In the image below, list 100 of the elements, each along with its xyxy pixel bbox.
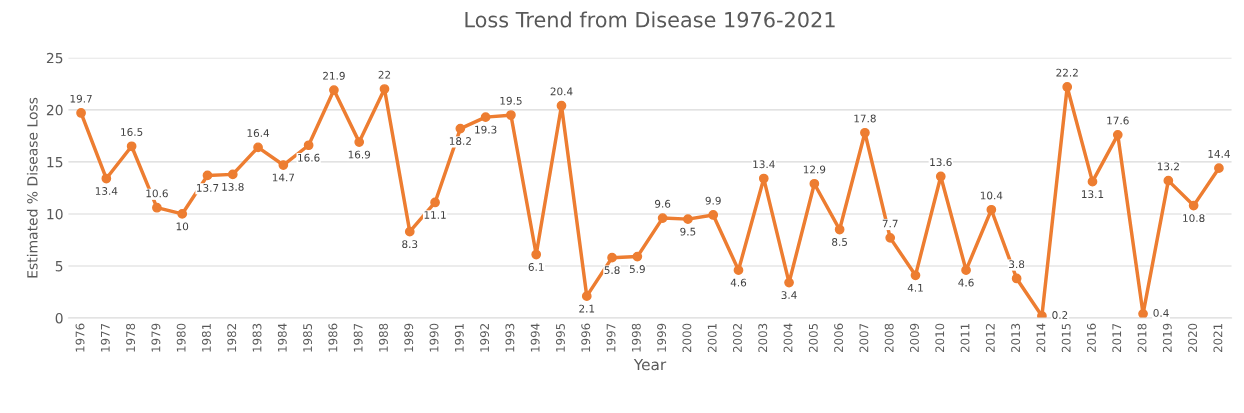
point (101, 173, 112, 184)
x-tick-label: 2006 (834, 323, 844, 353)
point (1112, 129, 1123, 140)
data-label: 6.1 (528, 263, 544, 271)
point (126, 141, 137, 152)
data-label: 4.6 (958, 278, 974, 287)
x-tick-label: 1981 (201, 323, 211, 352)
point (834, 224, 845, 235)
data-label: 0.2 (1052, 311, 1068, 319)
point (76, 108, 86, 118)
point (278, 160, 289, 170)
x-tick-label: 1977 (100, 323, 110, 352)
x-tick-label: 2005 (808, 323, 818, 353)
x-tick-label: 1991 (454, 323, 464, 352)
x-tick-label: 1984 (277, 323, 287, 352)
x-tick-label: 1997 (606, 323, 616, 352)
data-label: 11.1 (424, 211, 446, 219)
x-tick-label: 1994 (530, 323, 540, 352)
x-tick-label: 2010 (935, 323, 945, 353)
data-label: 19.5 (500, 96, 522, 105)
point (152, 202, 162, 213)
x-tick-label: 2004 (783, 323, 793, 353)
chart-title: Loss Trend from Disease 1976-2021 (465, 11, 835, 28)
x-axis-title: Year (633, 358, 667, 371)
x-tick-label: 1979 (151, 323, 161, 352)
x-tick-label: 2021 (1213, 323, 1223, 353)
point (885, 233, 896, 243)
x-tick-label: 2012 (985, 324, 995, 353)
x-tick-label: 1989 (404, 323, 414, 352)
data-label: 10.6 (146, 189, 168, 198)
x-tick-label: 2014 (1036, 323, 1046, 353)
x-tick-label: 1999 (657, 323, 667, 352)
point (708, 210, 719, 220)
x-tick-label: 1990 (429, 323, 439, 352)
data-label: 0.4 (1153, 308, 1169, 317)
data-label: 17.8 (854, 114, 876, 123)
data-label: 5.9 (629, 265, 645, 273)
data-label: 10.4 (980, 191, 1003, 200)
point (1138, 308, 1148, 319)
y-tick-label: 0 (55, 312, 63, 324)
point (683, 214, 693, 224)
point (1087, 176, 1098, 187)
data-label: 16.4 (247, 129, 270, 137)
point (556, 100, 567, 111)
x-tick-label: 1996 (581, 323, 591, 352)
point (860, 127, 870, 138)
data-label: 4.6 (730, 278, 747, 287)
data-label: 22 (378, 70, 391, 79)
x-tick-label: 1985 (303, 323, 313, 352)
point (935, 171, 946, 182)
y-axis-title: Estimated % Disease Loss (26, 97, 38, 278)
y-tick-label: 20 (46, 104, 63, 116)
x-tick-label: 2009 (909, 323, 919, 353)
data-label: 13.6 (930, 158, 952, 167)
x-tick-label: 2007 (859, 323, 869, 353)
data-label: 14.7 (272, 173, 295, 182)
data-label: 9.6 (655, 199, 671, 208)
data-label: 13.8 (222, 182, 244, 191)
point (632, 251, 643, 262)
point (1037, 311, 1047, 319)
x-tick-label: 2013 (1011, 323, 1021, 353)
point (202, 170, 213, 181)
point (506, 110, 516, 120)
data-label: 13.4 (753, 160, 775, 169)
data-label: 13.1 (1082, 190, 1104, 199)
x-tick-label: 2015 (1061, 323, 1071, 353)
data-label: 9.5 (680, 227, 696, 236)
y-tick-label: 15 (47, 157, 63, 168)
data-label: 16.6 (298, 153, 320, 162)
data-label: 3.4 (781, 291, 797, 300)
data-label: 5.8 (604, 266, 620, 275)
point (1163, 175, 1174, 186)
x-tick-label: 2017 (1112, 323, 1122, 353)
data-label: 10.8 (1183, 214, 1205, 222)
x-tick-label: 2016 (1086, 323, 1096, 353)
data-label: 16.9 (348, 150, 371, 159)
x-tick-label: 1980 (176, 323, 186, 352)
point (784, 277, 794, 288)
data-label: 12.9 (803, 165, 826, 174)
x-tick-label: 2001 (707, 323, 717, 353)
x-tick-label: 2000 (682, 323, 692, 353)
data-label: 17.6 (1107, 116, 1129, 125)
data-label: 7.7 (882, 219, 898, 228)
x-tick-label: 1983 (252, 323, 262, 352)
point (1011, 273, 1022, 284)
data-label: 4.1 (907, 283, 923, 292)
x-tick-label: 1992 (480, 324, 490, 352)
point (404, 226, 415, 237)
x-tick-label: 1995 (555, 323, 565, 352)
point (455, 123, 466, 134)
data-label: 13.4 (95, 187, 118, 195)
point (354, 137, 365, 147)
point (758, 173, 769, 184)
point (733, 265, 744, 275)
x-tick-label: 2003 (758, 323, 768, 353)
x-tick-label: 1986 (328, 323, 338, 352)
data-label: 9.9 (705, 196, 721, 205)
y-tick-label: 25 (46, 52, 63, 64)
point (329, 85, 339, 95)
point (607, 252, 617, 263)
